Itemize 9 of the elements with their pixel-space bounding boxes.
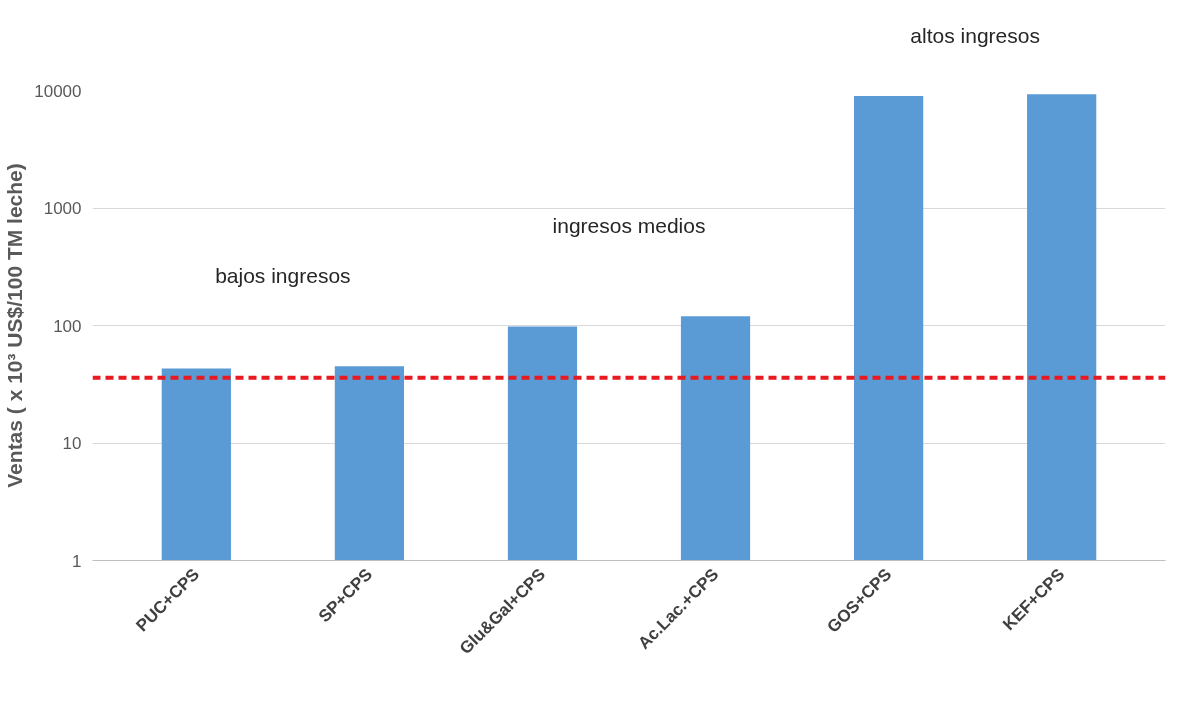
y-tick-label: 1 — [72, 551, 82, 571]
y-tick-label: 1000 — [43, 199, 82, 218]
text: altos ingresos — [910, 23, 1040, 47]
y-axis-title: Ventas ( x 10³ US$/100 TM leche) — [3, 163, 27, 488]
y-tick-label: 100 — [53, 316, 82, 336]
y-tick-label: 10 — [62, 434, 82, 453]
y-tick-label: 10000 — [34, 81, 82, 101]
annotation: ingresos medios — [552, 214, 706, 238]
annotation: bajos ingresos — [215, 264, 351, 288]
